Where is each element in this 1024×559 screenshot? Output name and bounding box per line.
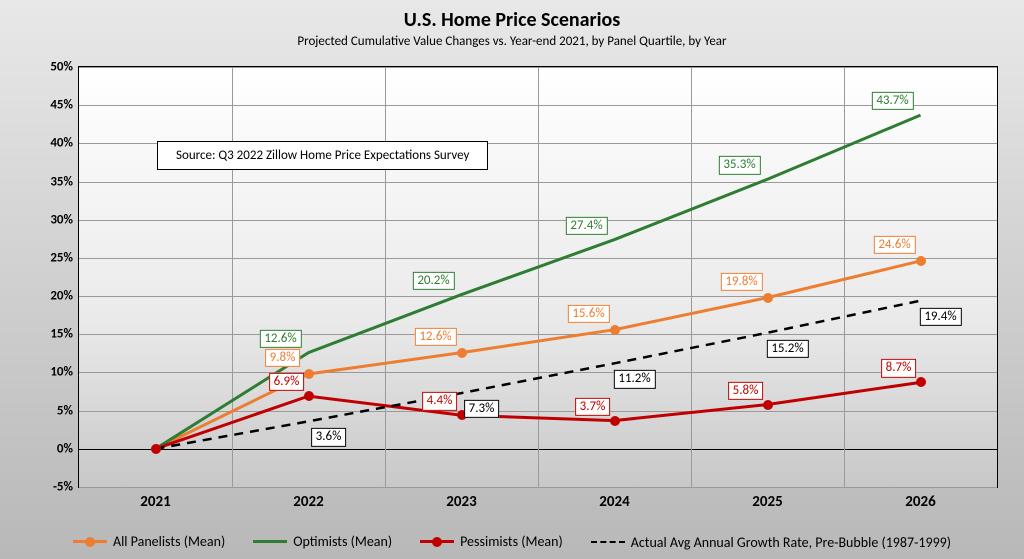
data-label-all: 24.6%: [873, 236, 915, 254]
data-label-prebubble: 3.6%: [311, 428, 347, 446]
data-label-prebubble: 19.4%: [919, 308, 961, 326]
y-tick-label: 10%: [50, 365, 73, 380]
legend-label: Pessimists (Mean): [460, 533, 563, 550]
legend-swatch-pessimists: [420, 540, 454, 543]
chart-subtitle: Projected Cumulative Value Changes vs. Y…: [0, 34, 1024, 49]
legend-marker-all: [85, 537, 95, 547]
legend-swatch-all: [73, 540, 107, 543]
data-label-prebubble: 11.2%: [613, 370, 655, 388]
legend-swatch-prebubble: [591, 541, 625, 543]
data-label-optimists: 43.7%: [871, 92, 913, 110]
source-box: Source: Q3 2022 Zillow Home Price Expect…: [157, 141, 488, 170]
y-tick-label: 5%: [57, 403, 73, 418]
legend-label: Actual Avg Annual Growth Rate, Pre-Bubbl…: [631, 534, 951, 551]
data-label-pessimists: 3.7%: [575, 397, 611, 415]
series-marker-pessimists: [151, 444, 161, 454]
legend-marker-pessimists: [432, 537, 442, 547]
legend: All Panelists (Mean) Optimists (Mean) Pess…: [0, 530, 1024, 551]
series-marker-pessimists: [304, 391, 314, 401]
legend-item-prebubble: Actual Avg Annual Growth Rate, Pre-Bubbl…: [591, 534, 951, 551]
x-tick-label: 2025: [752, 493, 782, 511]
x-tick-label: 2021: [140, 493, 170, 511]
series-marker-pessimists: [763, 400, 773, 410]
plot-area: Source: Q3 2022 Zillow Home Price Expect…: [78, 66, 998, 488]
data-label-prebubble: 7.3%: [464, 400, 500, 418]
y-tick-label: 25%: [50, 250, 73, 265]
legend-item-optimists: Optimists (Mean): [253, 533, 392, 550]
x-tick-label: 2023: [446, 493, 476, 511]
x-tick-label: 2022: [293, 493, 323, 511]
data-label-pessimists: 8.7%: [881, 359, 917, 377]
data-label-optimists: 27.4%: [565, 216, 607, 234]
y-tick-label: 35%: [50, 174, 73, 189]
series-marker-all: [916, 256, 926, 266]
legend-swatch-optimists: [253, 540, 287, 543]
data-label-optimists: 20.2%: [412, 271, 454, 289]
y-tick-label: 30%: [50, 212, 73, 227]
data-label-optimists: 35.3%: [718, 156, 760, 174]
y-tick-label: 0%: [57, 441, 73, 456]
series-marker-all: [610, 325, 620, 335]
gridline-horizontal: [79, 487, 997, 488]
data-label-all: 15.6%: [567, 305, 609, 323]
data-label-all: 19.8%: [720, 272, 762, 290]
y-tick-label: -5%: [53, 480, 73, 495]
data-label-pessimists: 4.4%: [422, 392, 458, 410]
data-label-all: 12.6%: [414, 327, 456, 345]
y-tick-label: 20%: [50, 289, 73, 304]
legend-item-pessimists: Pessimists (Mean): [420, 533, 563, 550]
chart-title: U.S. Home Price Scenarios: [0, 0, 1024, 32]
series-marker-all: [457, 348, 467, 358]
data-label-prebubble: 15.2%: [766, 340, 808, 358]
y-tick-label: 50%: [50, 60, 73, 75]
data-label-all: 9.8%: [265, 349, 301, 367]
x-tick-label: 2026: [905, 493, 935, 511]
series-marker-all: [763, 293, 773, 303]
series-marker-all: [304, 369, 314, 379]
data-label-pessimists: 5.8%: [728, 381, 764, 399]
y-tick-label: 15%: [50, 327, 73, 342]
data-label-pessimists: 6.9%: [269, 373, 305, 391]
y-tick-label: 40%: [50, 136, 73, 151]
series-marker-pessimists: [916, 377, 926, 387]
y-tick-label: 45%: [50, 98, 73, 113]
data-label-optimists: 12.6%: [259, 329, 301, 347]
legend-label: Optimists (Mean): [293, 533, 392, 550]
legend-item-all: All Panelists (Mean): [73, 533, 225, 550]
x-tick-label: 2024: [599, 493, 629, 511]
series-lines-svg: [79, 67, 997, 487]
series-marker-pessimists: [610, 416, 620, 426]
legend-label: All Panelists (Mean): [113, 533, 225, 550]
chart-container: U.S. Home Price Scenarios Projected Cumu…: [0, 0, 1024, 559]
